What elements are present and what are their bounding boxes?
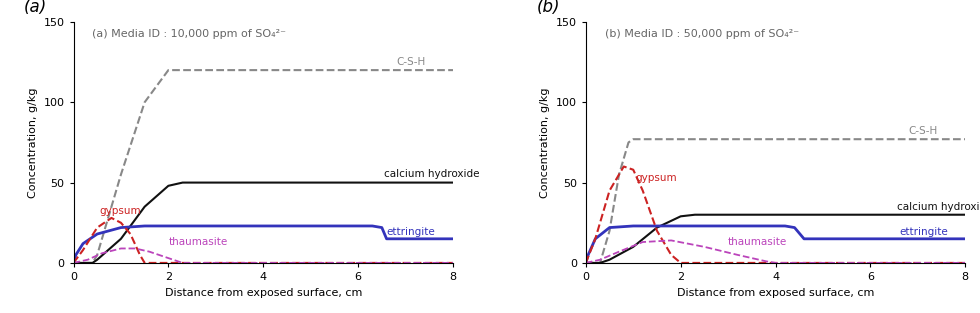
Text: (a): (a) xyxy=(24,0,47,16)
X-axis label: Distance from exposed surface, cm: Distance from exposed surface, cm xyxy=(677,288,874,297)
Text: calcium hydroxide: calcium hydroxide xyxy=(897,202,980,212)
Text: (b): (b) xyxy=(536,0,560,16)
Text: ettringite: ettringite xyxy=(899,227,948,237)
X-axis label: Distance from exposed surface, cm: Distance from exposed surface, cm xyxy=(165,288,362,297)
Text: gypsum: gypsum xyxy=(636,172,677,182)
Y-axis label: Concentration, g/kg: Concentration, g/kg xyxy=(27,87,38,198)
Text: (a) Media ID : 10,000 ppm of SO₄²⁻: (a) Media ID : 10,000 ppm of SO₄²⁻ xyxy=(92,29,286,39)
Text: C-S-H: C-S-H xyxy=(908,126,938,136)
Text: thaumasite: thaumasite xyxy=(169,237,227,247)
Text: calcium hydroxide: calcium hydroxide xyxy=(384,169,479,179)
Text: gypsum: gypsum xyxy=(100,206,141,216)
Text: ettringite: ettringite xyxy=(386,227,435,237)
Text: C-S-H: C-S-H xyxy=(396,57,425,67)
Y-axis label: Concentration, g/kg: Concentration, g/kg xyxy=(540,87,550,198)
Text: thaumasite: thaumasite xyxy=(728,237,787,247)
Text: (b) Media ID : 50,000 ppm of SO₄²⁻: (b) Media ID : 50,000 ppm of SO₄²⁻ xyxy=(605,29,799,39)
